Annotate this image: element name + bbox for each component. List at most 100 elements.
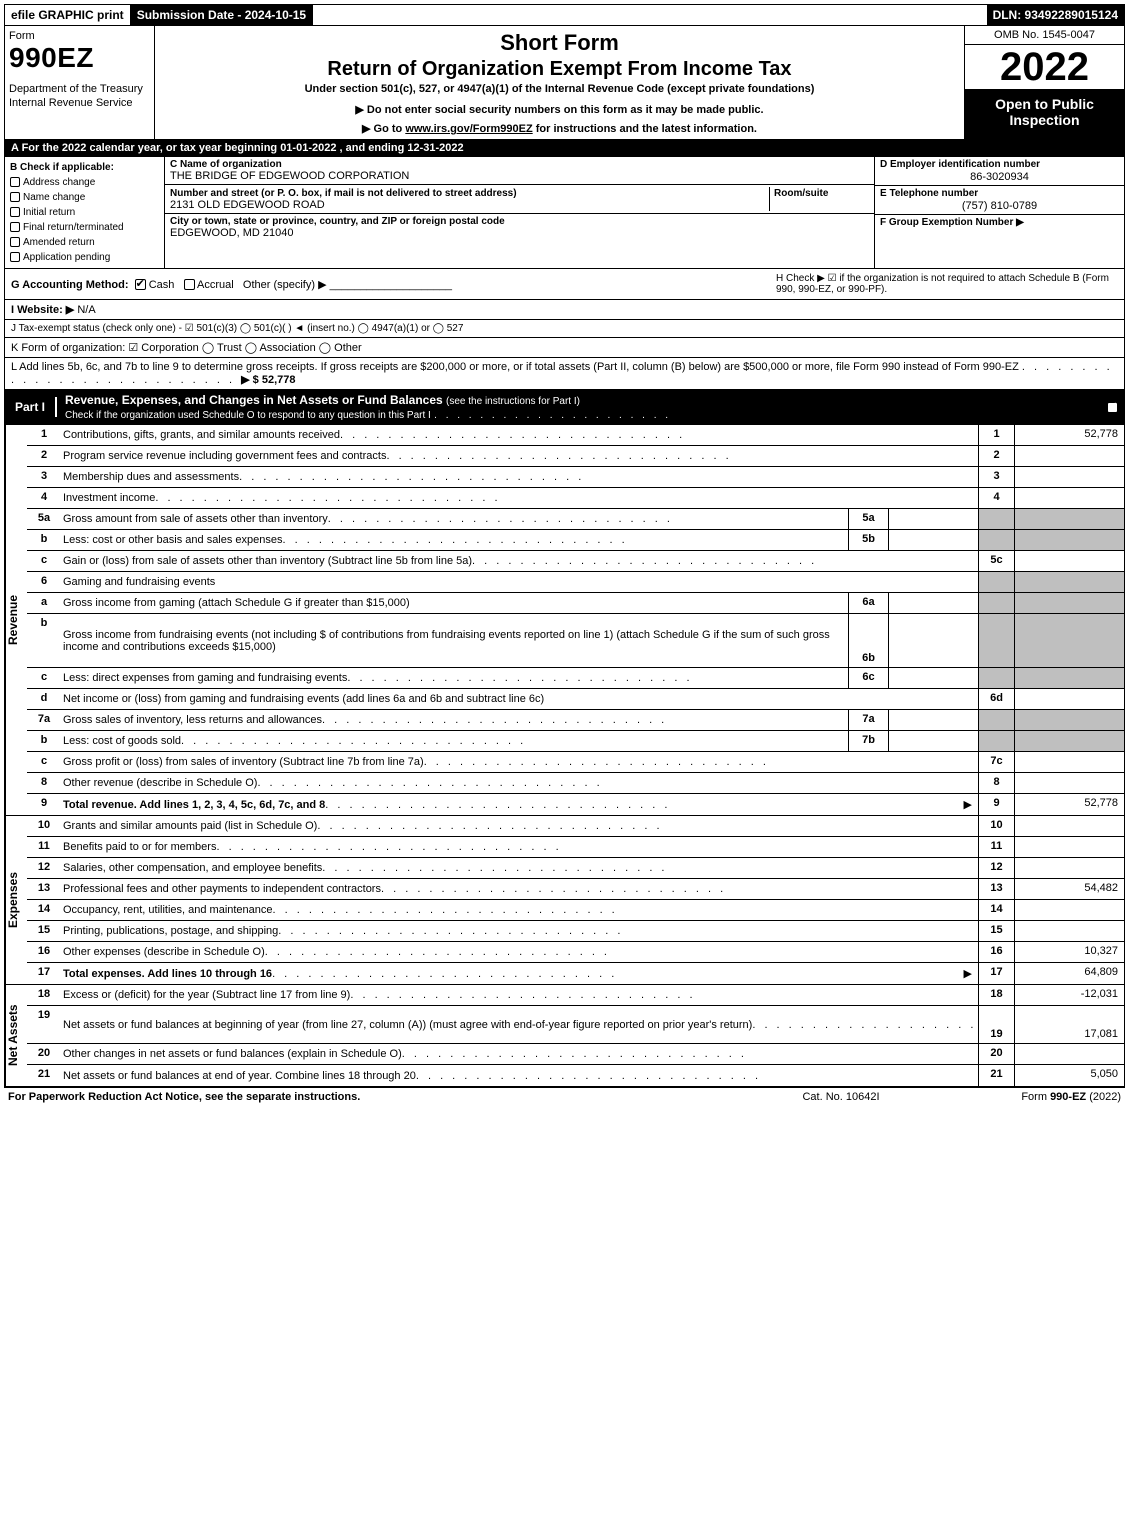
footer-right: Form 990-EZ (2022) <box>941 1091 1121 1103</box>
cash-checkbox[interactable] <box>135 279 146 290</box>
arrow-icon <box>960 798 976 811</box>
line-11: 11Benefits paid to or for members11 <box>27 837 1124 858</box>
line-5c: cGain or (loss) from sale of assets othe… <box>27 551 1124 572</box>
c-name-row: C Name of organization THE BRIDGE OF EDG… <box>165 157 874 185</box>
line-6a: aGross income from gaming (attach Schedu… <box>27 593 1124 614</box>
title-short: Short Form <box>161 30 958 56</box>
b-column: B Check if applicable: Address change Na… <box>5 157 165 268</box>
line-7a: 7aGross sales of inventory, less returns… <box>27 710 1124 731</box>
title-under: Under section 501(c), 527, or 4947(a)(1)… <box>161 83 958 95</box>
line-7c: cGross profit or (loss) from sales of in… <box>27 752 1124 773</box>
accrual-checkbox[interactable] <box>184 279 195 290</box>
b-opt-3[interactable]: Final return/terminated <box>10 220 159 235</box>
b-opt-4[interactable]: Amended return <box>10 235 159 250</box>
revenue-section: Revenue 1Contributions, gifts, grants, a… <box>4 425 1125 816</box>
b-opt-1[interactable]: Name change <box>10 190 159 205</box>
line-3: 3Membership dues and assessments3 <box>27 467 1124 488</box>
expenses-lines: 10Grants and similar amounts paid (list … <box>27 816 1124 984</box>
row-a: A For the 2022 calendar year, or tax yea… <box>4 140 1125 157</box>
part1-check: Check if the organization used Schedule … <box>65 410 431 421</box>
checkbox-icon[interactable] <box>10 252 20 262</box>
expenses-section: Expenses 10Grants and similar amounts pa… <box>4 816 1125 985</box>
goto-post: for instructions and the latest informat… <box>536 123 757 135</box>
cash-label: Cash <box>149 279 175 291</box>
checkbox-icon[interactable] <box>1107 402 1118 413</box>
line-19: 19Net assets or fund balances at beginni… <box>27 1006 1124 1044</box>
checkbox-icon[interactable] <box>10 222 20 232</box>
page-footer: For Paperwork Reduction Act Notice, see … <box>4 1087 1125 1106</box>
checkbox-icon[interactable] <box>10 192 20 202</box>
c-column: C Name of organization THE BRIDGE OF EDG… <box>165 157 874 268</box>
b-opt-5[interactable]: Application pending <box>10 250 159 265</box>
line-15: 15Printing, publications, postage, and s… <box>27 921 1124 942</box>
l-gross-receipts: L Add lines 5b, 6c, and 7b to line 9 to … <box>4 358 1125 390</box>
department: Department of the Treasury Internal Reve… <box>9 82 150 111</box>
part1-header: Part I Revenue, Expenses, and Changes in… <box>4 390 1125 425</box>
ein-value: 86-3020934 <box>880 171 1119 183</box>
c-city-label: City or town, state or province, country… <box>170 216 869 227</box>
revenue-lines: 1Contributions, gifts, grants, and simil… <box>27 425 1124 815</box>
tax-year: 2022 <box>965 45 1124 90</box>
checkbox-icon[interactable] <box>10 177 20 187</box>
g-h-row: G Accounting Method: Cash Accrual Other … <box>4 269 1125 300</box>
line-5b: bLess: cost or other basis and sales exp… <box>27 530 1124 551</box>
footer-left: For Paperwork Reduction Act Notice, see … <box>8 1091 741 1103</box>
part1-title: Revenue, Expenses, and Changes in Net As… <box>57 390 1107 424</box>
goto-link[interactable]: www.irs.gov/Form990EZ <box>405 123 532 135</box>
line-6b: bGross income from fundraising events (n… <box>27 614 1124 668</box>
line-5a: 5aGross amount from sale of assets other… <box>27 509 1124 530</box>
line-10: 10Grants and similar amounts paid (list … <box>27 816 1124 837</box>
de-column: D Employer identification number 86-3020… <box>874 157 1124 268</box>
other-label: Other (specify) ▶ <box>243 279 327 291</box>
form-number: 990EZ <box>9 42 150 74</box>
accrual-label: Accrual <box>197 279 234 291</box>
line-4: 4Investment income4 <box>27 488 1124 509</box>
line-7b: bLess: cost of goods sold7b <box>27 731 1124 752</box>
l-text: L Add lines 5b, 6c, and 7b to line 9 to … <box>11 361 1019 373</box>
part1-num: Part I <box>5 397 57 417</box>
form-word: Form <box>9 30 150 42</box>
header-left: Form 990EZ Department of the Treasury In… <box>5 26 155 139</box>
i-website: I Website: ▶ N/A <box>4 300 1125 320</box>
top-spacer <box>313 5 986 25</box>
goto-text: Go to www.irs.gov/Form990EZ for instruct… <box>161 122 958 135</box>
b-head: B Check if applicable: <box>10 160 159 175</box>
org-city: EDGEWOOD, MD 21040 <box>170 227 869 239</box>
line-8: 8Other revenue (describe in Schedule O)8 <box>27 773 1124 794</box>
line-17: 17Total expenses. Add lines 10 through 1… <box>27 963 1124 984</box>
netassets-section: Net Assets 18Excess or (deficit) for the… <box>4 985 1125 1087</box>
h-check: H Check ▶ ☑ if the organization is not r… <box>768 273 1118 295</box>
g-accounting: G Accounting Method: Cash Accrual Other … <box>11 278 768 291</box>
org-address: 2131 OLD EDGEWOOD ROAD <box>170 199 325 211</box>
l-amount: ▶ $ 52,778 <box>241 374 295 386</box>
top-bar: efile GRAPHIC print Submission Date - 20… <box>4 4 1125 26</box>
netassets-lines: 18Excess or (deficit) for the year (Subt… <box>27 985 1124 1086</box>
efile-label[interactable]: efile GRAPHIC print <box>5 5 131 25</box>
group-label: F Group Exemption Number ▶ <box>880 217 1024 228</box>
expenses-vlabel: Expenses <box>5 816 27 984</box>
line-9: 9Total revenue. Add lines 1, 2, 3, 4, 5c… <box>27 794 1124 815</box>
submission-date: Submission Date - 2024-10-15 <box>131 5 313 25</box>
b-opt-0[interactable]: Address change <box>10 175 159 190</box>
c-name-label: C Name of organization <box>170 159 869 170</box>
line-18: 18Excess or (deficit) for the year (Subt… <box>27 985 1124 1006</box>
line-21: 21Net assets or fund balances at end of … <box>27 1065 1124 1086</box>
line-1: 1Contributions, gifts, grants, and simil… <box>27 425 1124 446</box>
line-14: 14Occupancy, rent, utilities, and mainte… <box>27 900 1124 921</box>
line-2: 2Program service revenue including gover… <box>27 446 1124 467</box>
part1-checkbox[interactable] <box>1107 400 1124 414</box>
g-label: G Accounting Method: <box>11 279 129 291</box>
f-group: F Group Exemption Number ▶ <box>875 215 1124 268</box>
website-value: N/A <box>77 304 95 316</box>
ein-label: D Employer identification number <box>880 159 1040 170</box>
checkbox-icon[interactable] <box>10 207 20 217</box>
checkbox-icon[interactable] <box>10 237 20 247</box>
line-20: 20Other changes in net assets or fund ba… <box>27 1044 1124 1065</box>
title-return: Return of Organization Exempt From Incom… <box>161 58 958 81</box>
b-opt-2[interactable]: Initial return <box>10 205 159 220</box>
c-addr-label: Number and street (or P. O. box, if mail… <box>170 188 517 199</box>
footer-cat: Cat. No. 10642I <box>741 1091 941 1103</box>
header-right: OMB No. 1545-0047 2022 Open to Public In… <box>964 26 1124 139</box>
d-ein: D Employer identification number 86-3020… <box>875 157 1124 186</box>
line-6d: dNet income or (loss) from gaming and fu… <box>27 689 1124 710</box>
